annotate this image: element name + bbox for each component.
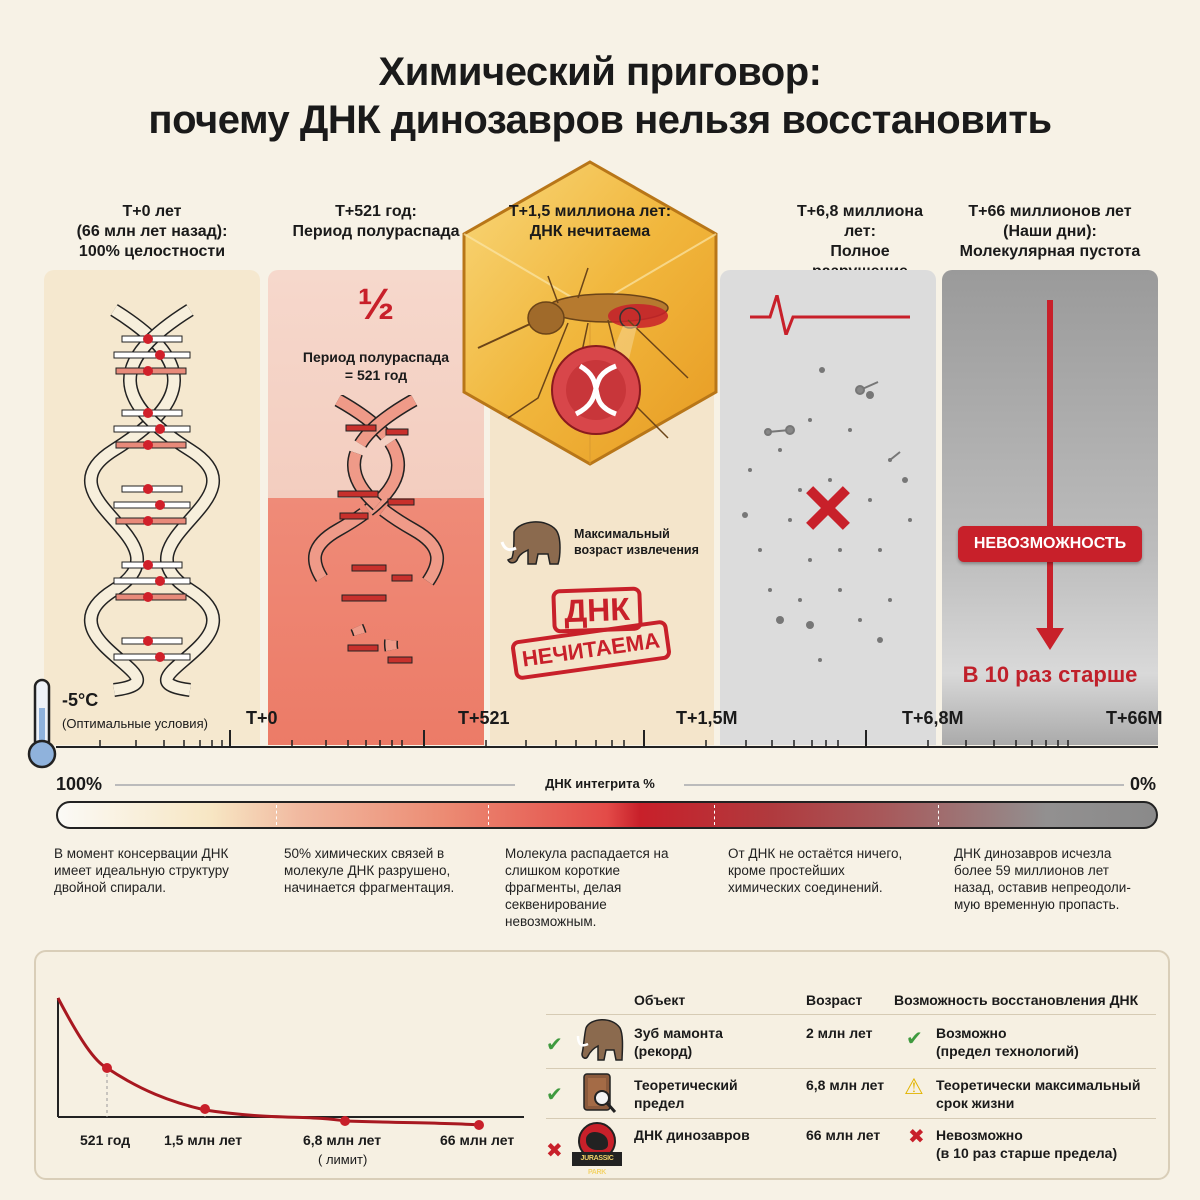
table-row: ✖ JURASSIC PARK ДНК динозавров 66 млн ле…	[546, 1120, 1156, 1176]
chart-label-66m: 66 млн лет	[440, 1132, 515, 1148]
table-row: ✔ Зуб мамонта (рекорд) 2 млн лет ✔ Возмо…	[546, 1018, 1156, 1068]
check-icon: ✔	[546, 1084, 563, 1106]
ten-times-older-label: В 10 раз старше	[962, 662, 1138, 687]
stage-3-description: Молекула распадается на слишком короткие…	[505, 846, 669, 929]
stage-1-panel	[44, 270, 260, 745]
scattered-molecules-icon	[742, 367, 912, 662]
half-fraction: ½	[357, 280, 395, 329]
fragmented-dna-helix-icon	[307, 395, 445, 685]
check-icon: ✔	[546, 1034, 563, 1056]
recovery-status: Теоретически максимальный срок жизни	[936, 1077, 1141, 1111]
stage-1-header: T+0 лет (66 млн лет назад): 100% целостн…	[76, 203, 228, 260]
stage-5-description: ДНК динозавров исчезла более 59 миллионо…	[954, 846, 1131, 912]
chart-label-6-8m: 6,8 млн лет	[303, 1132, 382, 1148]
amber-hexagon: T+1,5 миллиона лет: ДНК нечитаема	[458, 158, 722, 468]
table-divider	[546, 1068, 1156, 1069]
max-extraction-age-note: Максимальный возраст извлечения	[574, 527, 699, 557]
recovery-status: Возможно (предел технологий)	[936, 1025, 1079, 1059]
check-icon: ✔	[906, 1028, 923, 1050]
down-arrow-icon	[1036, 628, 1064, 650]
stage-2-description: 50% химических связей в молекуле ДНК раз…	[284, 846, 455, 895]
chart-label-1-5m: 1,5 млн лет	[164, 1132, 243, 1148]
object-age: 6,8 млн лет	[806, 1077, 885, 1093]
table-divider	[546, 1014, 1156, 1015]
half-life-note: Период полураспада = 521 год	[302, 349, 450, 383]
table-row: ✔ Теоретический предел 6,8 млн лет ⚠ Тео…	[546, 1070, 1156, 1120]
axis-label-t0: T+0	[246, 708, 278, 728]
mammoth-icon	[500, 521, 561, 565]
amber-mosquito-icon	[462, 160, 718, 466]
decay-curve-chart	[56, 997, 524, 1130]
stage-1-description: В момент консервации ДНК имеет идеальную…	[54, 846, 229, 895]
warning-icon: ⚠	[904, 1074, 924, 1099]
axis-label-t6-8m: T+6,8M	[902, 708, 964, 728]
stage-5-panel: НЕВОЗМОЖНОСТЬ В 10 раз старше	[942, 270, 1158, 745]
mammoth-icon	[576, 1019, 624, 1061]
object-age: 66 млн лет	[806, 1127, 881, 1143]
book-magnifier-icon	[583, 1073, 617, 1113]
object-name: Зуб мамонта (рекорд)	[634, 1025, 723, 1059]
timeline-ticks	[99, 730, 1069, 746]
integrity-rule-right	[684, 784, 1124, 786]
recovery-status: Невозможно (в 10 раз старше предела)	[936, 1127, 1118, 1161]
axis-label-t66m: T+66M	[1106, 708, 1163, 728]
integrity-title: ДНК интегрита %	[545, 776, 655, 791]
integrity-right-label: 0%	[1130, 774, 1157, 794]
jurassic-park-logo-icon: JURASSIC PARK	[572, 1122, 622, 1176]
impossibility-badge: НЕВОЗМОЖНОСТЬ	[958, 526, 1142, 562]
table-divider	[546, 1118, 1156, 1119]
impossibility-arrow-shaft	[1047, 300, 1053, 630]
optimal-temp: -5°C	[62, 690, 99, 710]
title-line-1: Химический приговор:	[378, 50, 822, 94]
timeline-axis	[56, 746, 1158, 748]
stage-3-header: T+1,5 миллиона лет: ДНК нечитаема	[508, 203, 672, 240]
object-name: ДНК динозавров	[634, 1127, 750, 1143]
page-title: Химический приговор: почему ДНК динозавр…	[0, 48, 1200, 144]
cross-icon: ✖	[908, 1126, 925, 1148]
stage-5-header: T+66 миллионов лет (Наши дни): Молекуляр…	[959, 203, 1141, 260]
stage-4-panel	[720, 270, 936, 745]
object-age: 2 млн лет	[806, 1025, 873, 1041]
table-header-age: Возраст	[806, 992, 863, 1008]
table-header-recovery: Возможность восстановления ДНК	[894, 992, 1139, 1008]
stage-2-panel: ½ Период полураспада = 521 год	[268, 270, 484, 745]
integrity-rule-left	[115, 784, 515, 786]
object-name: Теоретический предел	[634, 1077, 738, 1111]
title-line-2: почему ДНК динозавров нельзя восстановит…	[148, 98, 1052, 142]
chart-label-limit: ( лимит)	[318, 1152, 368, 1167]
cross-icon: ✖	[546, 1140, 563, 1162]
axis-label-t521: T+521	[458, 708, 510, 728]
stage-4-description: От ДНК не остаётся ничего, кроме простей…	[728, 846, 903, 895]
axis-label-t1-5m: T+1,5M	[676, 708, 738, 728]
flatline-pulse-icon	[750, 295, 910, 335]
optimal-conditions-note: (Оптимальные условия)	[62, 716, 208, 731]
thermometer-icon	[27, 678, 57, 769]
intact-dna-helix-icon	[83, 304, 221, 697]
dna-integrity-gradient-bar	[56, 801, 1158, 829]
integrity-left-label: 100%	[56, 774, 103, 794]
stage-2-header: T+521 год: Период полураспада	[292, 203, 460, 240]
chart-label-521: 521 год	[80, 1132, 131, 1148]
table-header-object: Объект	[634, 992, 686, 1008]
